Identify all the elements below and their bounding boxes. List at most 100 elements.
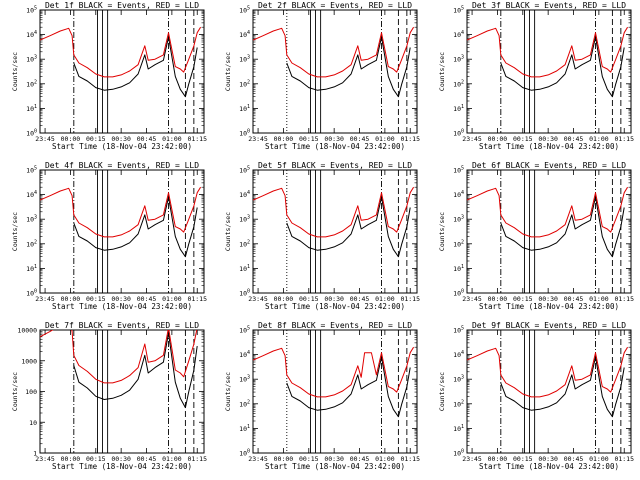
series-lld-line: [253, 186, 415, 238]
x-tick-label: 23:45: [248, 455, 268, 463]
y-tick-label: 101: [26, 264, 37, 273]
y-tick-label: 103: [26, 215, 37, 224]
y-tick-label: 1000: [21, 357, 37, 365]
x-tick-label: 01:15: [614, 295, 634, 303]
series-events-line: [286, 196, 411, 258]
y-tick-label: 100: [25, 388, 37, 396]
x-tick-label: 00:45: [564, 135, 584, 143]
plot-frame: [252, 169, 418, 294]
y-tick-label: 101: [239, 264, 250, 273]
y-tick-label: 100: [453, 129, 464, 138]
y-axis-label: Counts/sec: [438, 372, 446, 411]
x-tick-label: 01:00: [589, 455, 609, 463]
x-tick-label: 00:30: [538, 295, 558, 303]
panel-title: Det 2f BLACK = Events, RED = LLD: [258, 1, 412, 10]
y-tick-label: 103: [239, 55, 250, 64]
series-lld-line: [253, 26, 415, 78]
x-tick-label: 23:45: [248, 295, 268, 303]
y-tick-label: 10: [29, 419, 37, 427]
series-lld-line: [467, 186, 629, 238]
x-tick-label: 00:15: [86, 295, 106, 303]
y-tick-label: 103: [239, 215, 250, 224]
x-tick-label: 00:30: [538, 455, 558, 463]
series-events-line: [73, 332, 198, 409]
x-tick-label: 00:30: [324, 135, 344, 143]
y-axis-label: Counts/sec: [11, 52, 19, 91]
x-axis-label: Start Time (18-Nov-04 23:42:00): [479, 142, 619, 151]
y-tick-label: 100: [453, 449, 464, 458]
x-tick-label: 01:15: [400, 295, 420, 303]
x-tick-label: 01:00: [162, 455, 182, 463]
panel-det-3f: Det 3f BLACK = Events, RED = LLD 100 101 10…: [438, 1, 634, 151]
x-tick-label: 01:00: [162, 295, 182, 303]
plot-frame: [39, 9, 205, 134]
y-axis-label: Counts/sec: [11, 212, 19, 251]
x-tick-label: 00:45: [137, 135, 157, 143]
x-tick-label: 01:00: [375, 135, 395, 143]
y-tick-label: 100: [239, 129, 250, 138]
x-tick-label: 00:00: [488, 135, 508, 143]
y-tick-label: 102: [26, 79, 37, 88]
x-tick-label: 01:15: [614, 135, 634, 143]
x-tick-label: 23:45: [462, 455, 482, 463]
series-lld-line: [467, 346, 629, 398]
plot-frame: [252, 329, 418, 454]
panel-title: Det 4f BLACK = Events, RED = LLD: [45, 161, 199, 170]
panel-title: Det 1f BLACK = Events, RED = LLD: [45, 1, 199, 10]
y-tick-label: 101: [239, 104, 250, 113]
y-axis-label: Counts/sec: [11, 372, 19, 411]
y-tick-label: 101: [26, 104, 37, 113]
panel-title: Det 9f BLACK = Events, RED = LLD: [472, 321, 626, 330]
x-tick-label: 00:00: [488, 455, 508, 463]
x-tick-label: 23:45: [462, 135, 482, 143]
x-tick-label: 00:15: [86, 135, 106, 143]
x-tick-label: 01:15: [400, 455, 420, 463]
panel-det-4f: Det 4f BLACK = Events, RED = LLD 100 101 10…: [11, 161, 207, 311]
series-lld-line: [40, 186, 202, 238]
x-axis-label: Start Time (18-Nov-04 23:42:00): [52, 302, 192, 311]
x-tick-label: 00:00: [61, 455, 81, 463]
series-events-line: [500, 196, 625, 258]
x-tick-label: 00:45: [350, 295, 370, 303]
y-tick-label: 103: [453, 55, 464, 64]
y-tick-label: 105: [239, 326, 250, 335]
y-axis-label: Counts/sec: [438, 52, 446, 91]
x-tick-label: 01:00: [589, 295, 609, 303]
x-tick-label: 00:15: [299, 295, 319, 303]
x-tick-label: 01:15: [187, 295, 207, 303]
y-tick-label: 102: [239, 239, 250, 248]
plot-frame: [39, 169, 205, 294]
y-axis-label: Counts/sec: [438, 212, 446, 251]
x-tick-label: 23:45: [35, 135, 55, 143]
y-tick-label: 102: [239, 79, 250, 88]
y-tick-label: 100: [239, 449, 250, 458]
x-tick-label: 00:00: [274, 135, 294, 143]
panel-title: Det 5f BLACK = Events, RED = LLD: [258, 161, 412, 170]
y-axis-label: Counts/sec: [224, 372, 232, 411]
panel-det-5f: Det 5f BLACK = Events, RED = LLD 100 101 10…: [224, 161, 420, 311]
y-tick-label: 104: [239, 350, 250, 359]
x-tick-label: 00:15: [299, 455, 319, 463]
x-tick-label: 00:30: [538, 135, 558, 143]
y-axis-label: Counts/sec: [224, 212, 232, 251]
x-tick-label: 00:00: [274, 455, 294, 463]
series-lld-line: [40, 330, 198, 384]
x-tick-label: 01:15: [187, 455, 207, 463]
x-axis-label: Start Time (18-Nov-04 23:42:00): [52, 142, 192, 151]
x-tick-label: 00:30: [111, 135, 131, 143]
y-tick-label: 100: [26, 289, 37, 298]
y-tick-label: 104: [26, 30, 37, 39]
panel-det-1f: Det 1f BLACK = Events, RED = LLD 100 101 10…: [11, 1, 207, 151]
x-axis-label: Start Time (18-Nov-04 23:42:00): [479, 462, 619, 471]
x-axis-label: Start Time (18-Nov-04 23:42:00): [265, 302, 405, 311]
plot-frame: [252, 9, 418, 134]
x-tick-label: 00:15: [86, 455, 106, 463]
plot-frame: [466, 9, 632, 134]
y-tick-label: 102: [453, 79, 464, 88]
y-tick-label: 102: [239, 399, 250, 408]
y-tick-label: 103: [239, 375, 250, 384]
y-tick-label: 103: [26, 55, 37, 64]
x-axis-label: Start Time (18-Nov-04 23:42:00): [479, 302, 619, 311]
x-tick-label: 01:00: [162, 135, 182, 143]
y-tick-label: 104: [26, 190, 37, 199]
